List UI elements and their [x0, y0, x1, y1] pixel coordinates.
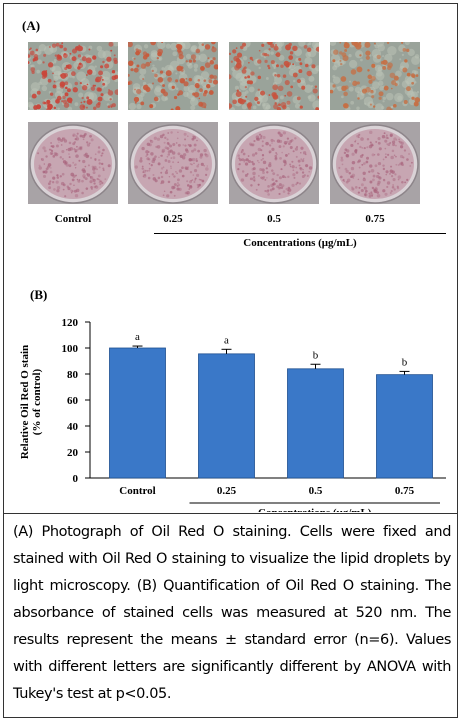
column-label-control: Control	[54, 213, 92, 225]
significance-letter-Control: a	[135, 331, 140, 343]
bar-0.75	[376, 374, 433, 479]
panel-a-label: (A)	[22, 18, 41, 33]
panel-b-label: (B)	[30, 287, 48, 302]
dish-photo-control	[28, 122, 118, 204]
y-tick-label-120: 120	[62, 317, 79, 329]
micrograph-0.5	[229, 42, 319, 110]
x-axis-label: Concentrations (μg/mL)	[258, 507, 372, 512]
significance-letter-0.5: b	[313, 349, 319, 361]
y-tick-label-80: 80	[67, 369, 79, 381]
significance-letter-0.25: a	[224, 334, 229, 346]
dish-photo-0.75	[330, 122, 420, 204]
column-label-0.75: 0.75	[365, 213, 385, 225]
y-tick-label-100: 100	[62, 343, 79, 355]
dish-photo-0.25	[128, 122, 218, 204]
y-axis-label-line-2: (% of control)	[31, 368, 43, 435]
y-tick-label-20: 20	[67, 447, 79, 459]
x-tick-label-0.5: 0.5	[309, 485, 323, 497]
figure-frame	[3, 3, 458, 718]
caption-divider	[3, 513, 458, 514]
y-tick-label-60: 60	[67, 395, 79, 407]
micrograph-0.25	[128, 42, 218, 110]
significance-letter-0.75: b	[402, 356, 408, 368]
column-label-0.25: 0.25	[163, 213, 183, 225]
bar-0.5	[287, 368, 344, 479]
bar-Control	[109, 347, 166, 479]
x-tick-label-Control: Control	[119, 485, 155, 497]
y-tick-label-40: 40	[67, 421, 79, 433]
concentration-bracket	[154, 233, 446, 234]
bar-chart: 0 20 40 60 80 100 120 Relative Oil Red O stain(…	[19, 317, 446, 512]
dish-photo-0.5	[229, 122, 319, 204]
y-tick-label-0: 0	[73, 473, 79, 485]
micrograph-0.75	[330, 42, 420, 110]
micrograph-control	[28, 42, 118, 110]
column-label-0.5: 0.5	[267, 213, 281, 225]
bar-0.25	[198, 353, 255, 479]
y-axis-label-line-1: Relative Oil Red O stain	[19, 345, 31, 459]
panel-a-concentrations-label: Concentrations (μg/mL)	[243, 237, 357, 249]
x-tick-label-0.25: 0.25	[217, 485, 237, 497]
figure-caption: (A) Photograph of Oil Red O staining. Ce…	[13, 524, 451, 702]
x-tick-label-0.75: 0.75	[395, 485, 415, 497]
